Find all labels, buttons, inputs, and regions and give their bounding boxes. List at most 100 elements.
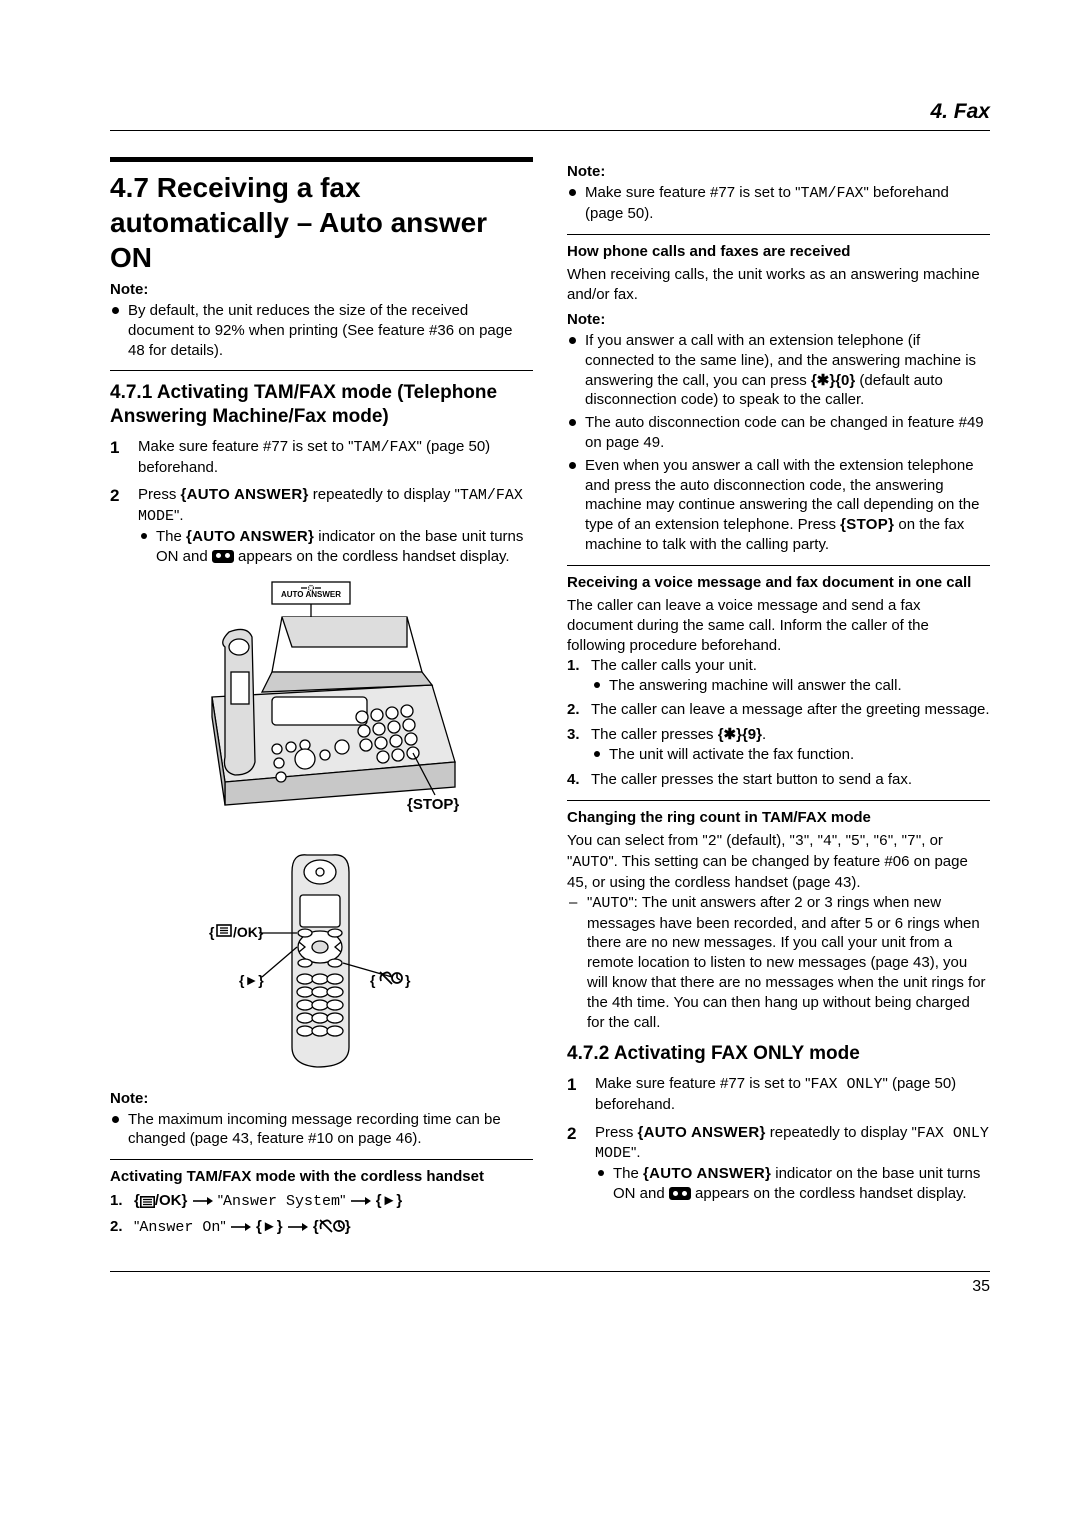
ring-text: You can select from " xyxy=(567,832,708,849)
code-text: AUTO xyxy=(572,854,608,871)
step-text: Press xyxy=(595,1124,638,1141)
subsection-title: 4.7.2 Activating FAX ONLY mode xyxy=(567,1042,990,1066)
sub-item: The {AUTO ANSWER} indicator on the base … xyxy=(138,527,533,567)
note-heading: Note: xyxy=(567,163,990,180)
button-ref: {AUTO ANSWER} xyxy=(638,1124,766,1141)
play-label: {►} xyxy=(239,972,264,988)
code-text: Answer On xyxy=(139,1219,220,1236)
step-text: repeatedly to display " xyxy=(766,1124,917,1141)
handset-figure: { /OK} {►} { } xyxy=(110,847,533,1082)
step-text: repeatedly to display " xyxy=(309,486,460,503)
hang-off-icon xyxy=(319,1219,345,1233)
note-heading: Note: xyxy=(567,311,990,328)
key-seq: {✱}{0} xyxy=(811,372,855,389)
sub-heading: Receiving a voice message and fax docume… xyxy=(567,574,990,593)
arrow-icon xyxy=(192,1196,214,1206)
sub-list: The answering machine will answer the ca… xyxy=(591,676,990,696)
code-text: 3 xyxy=(795,833,804,850)
note-list: By default, the unit reduces the size of… xyxy=(110,301,533,360)
arrow-icon xyxy=(287,1222,309,1232)
sub-item: The {AUTO ANSWER} indicator on the base … xyxy=(595,1164,990,1204)
arrow-icon xyxy=(230,1222,252,1232)
ring-text: " (default), " xyxy=(717,832,795,849)
right-column: Note: Make sure feature #77 is set to "T… xyxy=(567,157,990,1243)
code-text: 4 xyxy=(823,833,832,850)
svg-text:}: } xyxy=(405,972,411,988)
arrow-icon xyxy=(350,1196,372,1206)
left-column: 4.7 Receiving a fax automatically – Auto… xyxy=(110,157,533,1243)
sub-text: appears on the cordless handset display. xyxy=(234,548,510,565)
step-text: Make sure feature #77 is set to " xyxy=(595,1075,810,1092)
ring-text: ". This setting can be changed by featur… xyxy=(567,853,968,891)
step-text: ". xyxy=(174,507,184,524)
code-text: 5 xyxy=(851,833,860,850)
code-text: 2 xyxy=(708,833,717,850)
page-number: 35 xyxy=(110,1278,990,1296)
paragraph: When receiving calls, the unit works as … xyxy=(567,265,990,305)
ring-text: ", " xyxy=(860,832,879,849)
auto-answer-label: AUTO ANSWER xyxy=(281,590,341,599)
section-title: 4.7 Receiving a fax automatically – Auto… xyxy=(110,170,533,275)
step-item: Make sure feature #77 is set to "FAX ONL… xyxy=(567,1074,990,1115)
cordless-steps: {/OK} "Answer System" {►} "Answer On" {►… xyxy=(110,1191,533,1238)
sub-list: The unit will activate the fax function. xyxy=(591,745,990,765)
menu-icon xyxy=(140,1196,155,1208)
tape-icon xyxy=(212,550,234,563)
section-rule xyxy=(110,157,533,162)
key-seq: {/OK} xyxy=(134,1192,187,1209)
cordless-step: {/OK} "Answer System" {►} xyxy=(110,1191,533,1212)
key-seq: {} xyxy=(313,1218,351,1235)
ring-text: ", " xyxy=(804,832,823,849)
sub-text: The xyxy=(156,528,186,545)
code-text: TAM/FAX xyxy=(353,439,416,456)
code-text: FAX ONLY xyxy=(810,1076,882,1093)
subsection-title: 4.7.1 Activating TAM/FAX mode (Telephone… xyxy=(110,381,533,429)
voice-step: The caller presses the start button to s… xyxy=(567,770,990,790)
fax-illustration: AUTO ANSWER xyxy=(177,577,467,832)
quote: " xyxy=(220,1218,225,1235)
key-seq: {✱}{9} xyxy=(718,726,762,743)
tape-icon xyxy=(669,1187,691,1200)
step-text: The caller presses xyxy=(591,726,718,743)
step-item: Make sure feature #77 is set to "TAM/FAX… xyxy=(110,437,533,478)
divider xyxy=(567,234,990,235)
step-text: Press xyxy=(138,486,181,503)
note-list: If you answer a call with an extension t… xyxy=(567,331,990,555)
ring-text: ", " xyxy=(832,832,851,849)
code-text: Answer System xyxy=(223,1193,340,1210)
key-text: /OK} xyxy=(155,1192,188,1209)
handset-illustration: { /OK} {►} { } xyxy=(197,847,447,1077)
sub-item: The answering machine will answer the ca… xyxy=(591,676,990,696)
code-text: AUTO xyxy=(592,895,628,912)
footer-rule xyxy=(110,1271,990,1272)
sub-list: The {AUTO ANSWER} indicator on the base … xyxy=(595,1164,990,1204)
content-columns: 4.7 Receiving a fax automatically – Auto… xyxy=(110,157,990,1243)
button-ref: {AUTO ANSWER} xyxy=(186,528,314,545)
divider xyxy=(567,565,990,566)
cordless-step: "Answer On" {►} {} xyxy=(110,1217,533,1238)
step-item: Press {AUTO ANSWER} repeatedly to displa… xyxy=(110,485,533,566)
sub-text: appears on the cordless handset display. xyxy=(691,1185,967,1202)
note-item: Make sure feature #77 is set to "TAM/FAX… xyxy=(567,183,990,224)
note-item: By default, the unit reduces the size of… xyxy=(110,301,533,360)
button-ref: {AUTO ANSWER} xyxy=(643,1165,771,1182)
quote: " xyxy=(340,1192,345,1209)
note-heading: Note: xyxy=(110,1090,533,1107)
key-seq: {►} xyxy=(376,1192,403,1209)
divider xyxy=(567,800,990,801)
note-item: If you answer a call with an extension t… xyxy=(567,331,990,410)
sub-heading: How phone calls and faxes are received xyxy=(567,243,990,262)
dash-text: ": The unit answers after 2 or 3 rings w… xyxy=(587,894,986,1031)
key-seq: {►} xyxy=(256,1218,283,1235)
step-item: Press {AUTO ANSWER} repeatedly to displa… xyxy=(567,1123,990,1204)
note-list: The maximum incoming message recording t… xyxy=(110,1110,533,1150)
chapter-header: 4. Fax xyxy=(110,100,990,131)
button-ref: {STOP} xyxy=(840,516,894,533)
sub-item: The unit will activate the fax function. xyxy=(591,745,990,765)
code-text: 6 xyxy=(879,833,888,850)
steps-list: Make sure feature #77 is set to "TAM/FAX… xyxy=(110,437,533,567)
steps-list: Make sure feature #77 is set to "FAX ONL… xyxy=(567,1074,990,1204)
menu-ok-label: /OK} xyxy=(233,924,264,940)
step-text: Make sure feature #77 is set to " xyxy=(138,438,353,455)
voice-step: The caller can leave a message after the… xyxy=(567,700,990,720)
